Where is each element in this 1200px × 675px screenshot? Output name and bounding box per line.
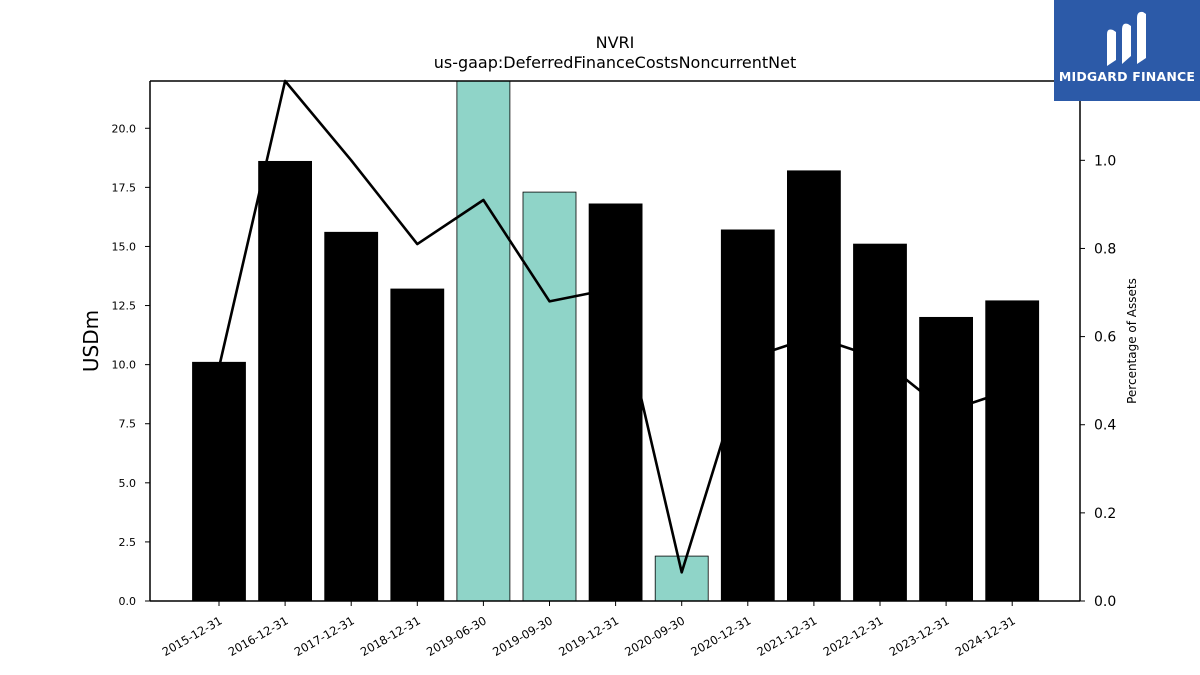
x-tick-label: 2021-12-31 (755, 613, 820, 659)
bar (588, 203, 643, 602)
x-tick-label: 2019-12-31 (556, 613, 621, 659)
bar (654, 555, 709, 602)
plot-area: 0.0 2.5 5.0 7.5 10.0 12.5 15.0 17.5 20.0 0.0 0.2 0.… (112, 79, 1116, 659)
y-tick-label: 10.0 (112, 359, 137, 372)
brand-logo: MIDGARD FINANCE (1054, 0, 1200, 101)
chart-subtitle: us-gaap:DeferredFinanceCostsNoncurrentNe… (434, 53, 797, 72)
x-tick-label: 2018-12-31 (358, 613, 423, 659)
x-tick-label: 2020-12-31 (688, 613, 753, 659)
bar (522, 191, 577, 602)
y2-tick-label: 0.8 (1094, 241, 1116, 257)
y2-tick-label: 0.4 (1094, 418, 1116, 434)
bar (919, 316, 973, 602)
y-tick-label: 17.5 (112, 181, 137, 194)
chart-title: NVRI (596, 33, 635, 52)
x-tick-label: 2015-12-31 (160, 613, 225, 659)
x-tick-label: 2023-12-31 (887, 613, 952, 659)
y2-tick-label: 0.0 (1094, 594, 1116, 610)
y-tick-label: 20.0 (112, 122, 137, 135)
x-tick-label: 2019-06-30 (424, 613, 489, 659)
x-tick-label: 2019-09-30 (490, 613, 555, 659)
x-tick-label: 2017-12-31 (292, 613, 357, 659)
y-tick-label: 15.0 (112, 240, 137, 253)
y2-tick-label: 1.0 (1094, 153, 1116, 169)
logo-text: MIDGARD FINANCE (1058, 69, 1196, 84)
y-tick-label: 2.5 (119, 536, 137, 549)
bar (853, 243, 907, 602)
x-tick-label: 2022-12-31 (821, 613, 886, 659)
bar (258, 160, 313, 602)
y2-tick-label: 0.6 (1094, 330, 1116, 346)
logo-mark-icon (1107, 11, 1146, 66)
y2-tick-label: 0.2 (1094, 506, 1116, 522)
y2-axis-label: Percentage of Assets (1125, 278, 1139, 404)
bar (985, 300, 1040, 602)
bar (324, 231, 379, 602)
bar (456, 80, 511, 602)
bar (787, 170, 841, 602)
series-line (217, 79, 1013, 574)
y-tick-label: 7.5 (119, 418, 137, 431)
y-tick-label: 0.0 (119, 595, 137, 608)
x-tick-label: 2020-09-30 (622, 613, 687, 659)
y-tick-label: 12.5 (112, 300, 137, 313)
x-tick-label: 2024-12-31 (953, 613, 1018, 659)
x-tick-label: 2016-12-31 (226, 613, 291, 659)
bar (390, 288, 445, 602)
y-axis-label: USDm (79, 310, 103, 372)
bar (192, 361, 246, 602)
y-tick-label: 5.0 (119, 477, 137, 490)
